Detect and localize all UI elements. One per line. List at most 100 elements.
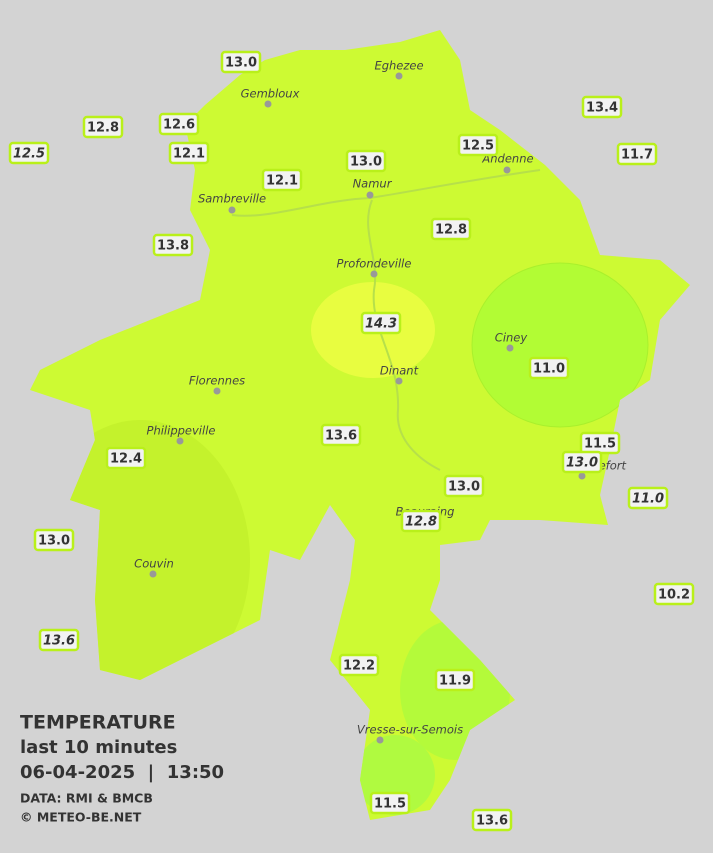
station-value: 11.0 — [533, 362, 565, 377]
station-value: 11.9 — [439, 674, 471, 689]
station-box — [627, 486, 669, 510]
station-value: 13.0 — [448, 480, 480, 495]
station: 13.0 — [33, 528, 75, 552]
station-box — [581, 95, 623, 119]
city-label: Namur — [353, 177, 393, 191]
station-box — [434, 668, 476, 692]
city-label: Florennes — [189, 374, 245, 388]
station: 12.1 — [261, 168, 303, 192]
station-value: 13.6 — [476, 814, 508, 829]
station-box — [369, 791, 411, 815]
station: 12.1 — [168, 141, 210, 165]
station-value: 11.5 — [374, 797, 406, 812]
legend-subtitle: last 10 minutes — [20, 737, 177, 758]
station-value: 12.8 — [435, 223, 467, 238]
station: 13.0 — [561, 450, 603, 474]
station: 11.0 — [627, 486, 669, 510]
station: 12.8 — [400, 509, 442, 533]
station-value: 12.6 — [163, 118, 195, 133]
city-label: Philippeville — [147, 424, 216, 438]
station: 14.3 — [360, 311, 402, 335]
station-value: 13.0 — [38, 534, 70, 549]
station-box — [261, 168, 303, 192]
station: 13.0 — [443, 474, 485, 498]
station-value: 12.8 — [405, 515, 437, 530]
city-label: Ciney — [495, 331, 528, 345]
zone-ciney — [471, 262, 649, 428]
station-box — [152, 233, 194, 257]
station-value: 13.0 — [566, 456, 598, 471]
station-value: 13.6 — [43, 634, 75, 649]
station-box — [561, 450, 603, 474]
station-box — [82, 115, 124, 139]
station: 10.2 — [653, 582, 695, 606]
station-box — [457, 133, 499, 157]
station-box — [8, 141, 50, 165]
station-box — [338, 653, 380, 677]
station-value: 13.0 — [225, 56, 257, 71]
station: 12.8 — [430, 217, 472, 241]
river-meuse — [367, 199, 441, 471]
station-box — [443, 474, 485, 498]
station: 13.6 — [320, 423, 362, 447]
station: 13.0 — [345, 149, 387, 173]
station: 13.8 — [152, 233, 194, 257]
station-box — [360, 311, 402, 335]
station-value: 12.1 — [266, 174, 298, 189]
city-label: Vresse-sur-Semois — [357, 723, 463, 737]
station: 12.4 — [105, 446, 147, 470]
station: 12.8 — [82, 115, 124, 139]
city-label: Dinant — [380, 364, 419, 378]
station: 11.5 — [579, 431, 621, 455]
station-box — [471, 808, 513, 832]
city-dot — [578, 472, 586, 480]
station-box — [105, 446, 147, 470]
city-dot — [370, 270, 378, 278]
station-box — [345, 149, 387, 173]
legend-credit: © METEO-BE.NET — [20, 810, 142, 825]
station: 11.0 — [528, 356, 570, 380]
city-dot — [366, 191, 374, 199]
station-value: 12.5 — [13, 147, 45, 162]
city-label: Profondeville — [337, 257, 412, 271]
city-dot — [264, 100, 272, 108]
station-value: 12.8 — [87, 121, 119, 136]
station-box — [220, 50, 262, 74]
station: 12.6 — [158, 112, 200, 136]
station: 11.5 — [369, 791, 411, 815]
legend-source: DATA: RMI & BMCB — [20, 791, 153, 806]
station: 11.7 — [616, 142, 658, 166]
station-box — [430, 217, 472, 241]
station-box — [33, 528, 75, 552]
station-box — [400, 509, 442, 533]
station: 13.6 — [471, 808, 513, 832]
station: 13.0 — [220, 50, 262, 74]
station-value: 14.3 — [365, 317, 397, 332]
station-box — [616, 142, 658, 166]
station: 12.2 — [338, 653, 380, 677]
station-box — [320, 423, 362, 447]
legend-datetime: 06-04-2025 | 13:50 — [20, 762, 224, 783]
city-dot — [395, 377, 403, 385]
station-box — [168, 141, 210, 165]
station-value: 12.1 — [173, 147, 205, 162]
station-value: 11.5 — [584, 437, 616, 452]
city-dot — [503, 166, 511, 174]
city-dot — [228, 206, 236, 214]
station-value: 12.4 — [110, 452, 142, 467]
station-value: 13.6 — [325, 429, 357, 444]
legend-title: TEMPERATURE — [20, 712, 176, 734]
city-dot — [395, 72, 403, 80]
station-box — [158, 112, 200, 136]
city-label: Sambreville — [198, 192, 266, 206]
city-dot — [506, 344, 514, 352]
station-value: 13.0 — [350, 155, 382, 170]
city-label: Gembloux — [241, 87, 300, 101]
station-value: 11.0 — [632, 492, 664, 507]
station-box — [38, 628, 80, 652]
city-dot — [213, 387, 221, 395]
city-label: Eghezee — [374, 59, 423, 73]
station: 12.5 — [8, 141, 50, 165]
station-value: 13.8 — [157, 239, 189, 254]
